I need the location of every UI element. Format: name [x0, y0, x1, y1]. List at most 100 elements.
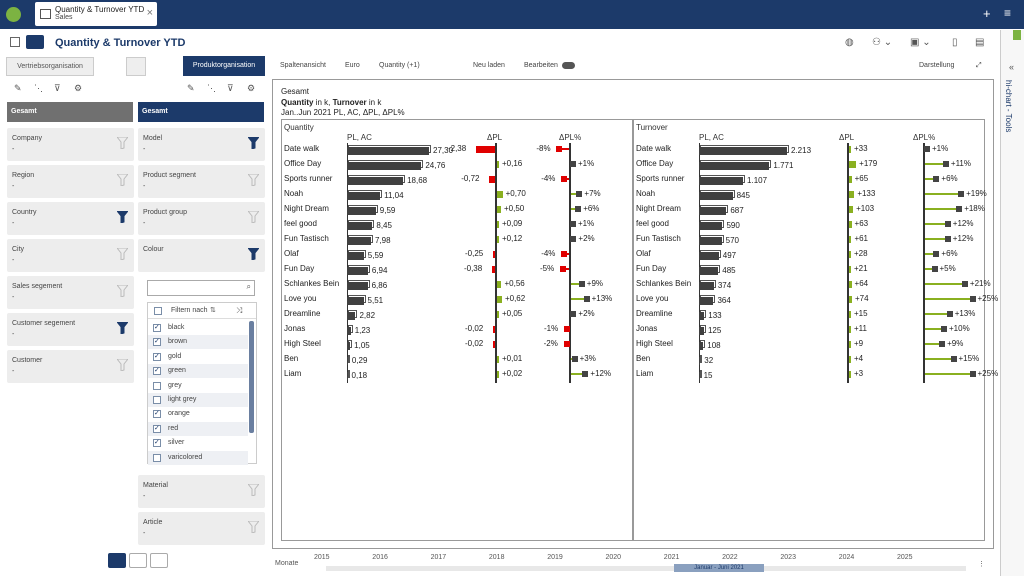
filter-card-company[interactable]: Company - — [7, 128, 134, 161]
filter-clear-icon[interactable]: ⊽ — [54, 83, 61, 93]
tree-view-button[interactable] — [129, 553, 147, 568]
globe-icon[interactable]: ◍ — [845, 37, 854, 48]
timeline-track[interactable] — [326, 566, 966, 571]
edit-icon[interactable]: ✎ — [14, 83, 22, 93]
shuffle-icon[interactable]: ⤨ — [236, 306, 243, 315]
timeline-year[interactable]: 2019 — [547, 554, 563, 561]
filter-icon[interactable] — [246, 483, 261, 497]
timeline-year[interactable]: 2023 — [780, 554, 796, 561]
filter-card-sales-segement[interactable]: Sales segement - — [7, 276, 134, 309]
colour-checkbox[interactable] — [153, 453, 161, 462]
sort-icon[interactable]: ⇅ — [210, 307, 216, 314]
timeline-selection[interactable]: Januar - Juni 2021 — [674, 564, 764, 572]
filter-icon[interactable] — [115, 247, 130, 261]
filter-card-model[interactable]: Model - — [138, 128, 265, 161]
app-logo-icon[interactable] — [6, 7, 21, 22]
filter-clear-icon[interactable]: ⊽ — [227, 83, 234, 93]
filter-icon[interactable] — [246, 136, 261, 150]
hierarchy-icon[interactable]: ⋱ — [207, 83, 216, 93]
filter-card-material[interactable]: Material - — [138, 475, 265, 508]
settings-icon[interactable]: ⚙ — [74, 83, 83, 93]
export-icon[interactable]: ▣ ⌄ — [910, 37, 931, 48]
filter-card-city[interactable]: City - — [7, 239, 134, 272]
filter-card-customer[interactable]: Customer - — [7, 350, 134, 383]
filter-icon[interactable] — [115, 136, 130, 150]
colour-option-grey[interactable]: grey — [148, 379, 248, 393]
filter-icon[interactable] — [115, 173, 130, 187]
notes-icon[interactable]: ▤ — [975, 37, 985, 48]
timeline-year[interactable]: 2015 — [314, 554, 330, 561]
colour-option-green[interactable]: green — [148, 364, 248, 379]
filter-icon[interactable] — [115, 358, 130, 372]
tools-sidebar-label[interactable]: hi-chart - Tools — [1004, 80, 1013, 133]
quantity-dropdown[interactable]: Quantity (+1) — [379, 62, 420, 69]
filter-card-article[interactable]: Article - — [138, 512, 265, 545]
table-icon[interactable] — [126, 57, 146, 76]
fullscreen-icon[interactable]: ⤢ — [976, 62, 982, 69]
filter-card-product-segment[interactable]: Product segment - — [138, 165, 265, 198]
colour-option-black[interactable]: black — [148, 321, 248, 335]
edit-icon[interactable]: ✎ — [187, 83, 195, 93]
colour-option-light-grey[interactable]: light grey — [148, 393, 248, 407]
colour-checkbox[interactable] — [153, 396, 161, 404]
darstellung-dropdown[interactable]: Darstellung — [919, 62, 955, 69]
settings-icon[interactable]: ⚙ — [247, 83, 256, 93]
user-icon[interactable]: ⚇ ⌄ — [872, 37, 893, 48]
filter-icon[interactable] — [115, 321, 130, 335]
spaltenansicht-dropdown[interactable]: Spaltenansicht — [280, 62, 326, 69]
filter-icon[interactable] — [246, 520, 261, 534]
colour-option-silver[interactable]: silver — [148, 436, 248, 450]
more-icon[interactable]: ⋮ — [978, 561, 985, 568]
colour-checkbox[interactable] — [153, 366, 161, 376]
filter-icon[interactable] — [246, 210, 261, 224]
filter-card-product-group[interactable]: Product group - — [138, 202, 265, 235]
report-tab[interactable]: Quantity & Turnover YTD Sales × — [35, 2, 157, 26]
timeline-year[interactable]: 2025 — [897, 554, 913, 561]
colour-checkbox[interactable] — [153, 352, 161, 361]
plus-icon[interactable]: + — [983, 6, 991, 21]
filter-icon[interactable] — [115, 284, 130, 298]
timeline-year[interactable]: 2020 — [605, 554, 622, 561]
hierarchy-icon[interactable]: ⋱ — [34, 83, 43, 93]
list-view-button[interactable] — [108, 553, 126, 568]
colour-option-brown[interactable]: brown — [148, 335, 248, 350]
filter-card-customer-segement[interactable]: Customer segement - — [7, 313, 134, 346]
root-node-produkt[interactable]: Gesamt — [138, 102, 264, 122]
colour-option-gold[interactable]: gold — [148, 350, 248, 364]
timeline-year[interactable]: 2022 — [722, 554, 738, 561]
colour-checkbox[interactable] — [153, 337, 161, 347]
filter-icon[interactable] — [246, 173, 261, 187]
colour-option-orange[interactable]: orange — [148, 407, 248, 421]
expand-icon[interactable]: « — [1009, 62, 1015, 72]
root-node-vertrieb[interactable]: Gesamt — [7, 102, 133, 122]
neu-laden-button[interactable]: Neu laden — [473, 62, 505, 69]
bearbeiten-toggle[interactable] — [562, 62, 575, 69]
filter-card-region[interactable]: Region - — [7, 165, 134, 198]
timeline-year[interactable]: 2018 — [488, 554, 505, 561]
filter-icon[interactable] — [115, 210, 130, 224]
currency-dropdown[interactable]: Euro — [345, 62, 360, 69]
timeline-year[interactable]: 2017 — [430, 554, 447, 561]
colour-checkbox[interactable] — [153, 438, 161, 448]
colour-search-input[interactable]: ⌕ — [147, 280, 255, 296]
tab-vertriebsorganisation[interactable]: Vertriebsorganisation — [6, 57, 94, 76]
colour-checkbox[interactable] — [153, 381, 161, 390]
tab-produktorganisation[interactable]: Produktorganisation — [183, 56, 265, 76]
filter-card-country[interactable]: Country - — [7, 202, 134, 235]
filter-icon[interactable] — [246, 247, 261, 261]
select-all-checkbox[interactable] — [154, 307, 162, 315]
timeline-unit[interactable]: Monate — [275, 560, 299, 567]
colour-option-varicolored[interactable]: varicolored — [148, 450, 248, 465]
scrollbar[interactable] — [249, 321, 254, 433]
colour-option-red[interactable]: red — [148, 421, 248, 436]
filter-card-colour[interactable]: Colour — [138, 239, 265, 272]
colour-checkbox[interactable] — [153, 424, 161, 433]
timeline-year[interactable]: 2021 — [663, 554, 680, 561]
document-icon[interactable]: ▯ — [952, 37, 958, 48]
colour-checkbox[interactable] — [153, 409, 161, 419]
timeline-year[interactable]: 2016 — [372, 554, 388, 561]
timeline-year[interactable]: 2024 — [838, 554, 855, 561]
colour-checkbox[interactable] — [153, 323, 161, 332]
close-icon[interactable]: × — [146, 7, 153, 19]
chart-view-button[interactable] — [150, 553, 168, 568]
